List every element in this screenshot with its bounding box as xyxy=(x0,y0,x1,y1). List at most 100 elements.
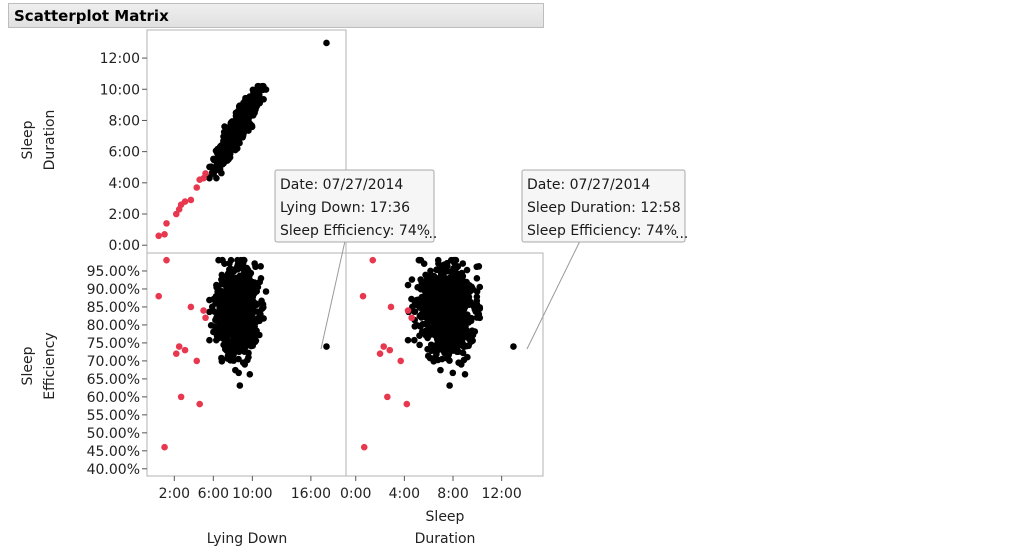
data-point[interactable] xyxy=(232,296,240,304)
data-point[interactable] xyxy=(240,303,248,310)
data-point[interactable] xyxy=(217,159,224,166)
highlighted-point[interactable] xyxy=(397,357,405,365)
data-point[interactable] xyxy=(461,323,469,330)
data-point[interactable] xyxy=(462,333,470,340)
data-point[interactable] xyxy=(404,336,412,344)
outlier-point[interactable] xyxy=(510,343,517,350)
data-point[interactable] xyxy=(445,333,452,341)
data-point[interactable] xyxy=(244,97,251,104)
data-point[interactable] xyxy=(256,317,263,325)
data-point[interactable] xyxy=(232,291,240,298)
data-point[interactable] xyxy=(421,320,429,328)
data-point[interactable] xyxy=(418,328,426,336)
data-point[interactable] xyxy=(254,308,261,315)
data-point[interactable] xyxy=(231,275,238,283)
highlighted-point[interactable] xyxy=(196,400,203,408)
data-point[interactable] xyxy=(459,260,467,267)
data-point[interactable] xyxy=(461,371,469,378)
data-point[interactable] xyxy=(240,256,247,264)
data-point[interactable] xyxy=(434,356,442,364)
data-point[interactable] xyxy=(476,304,484,311)
highlighted-point[interactable] xyxy=(202,170,209,177)
data-point[interactable] xyxy=(224,143,231,150)
data-point[interactable] xyxy=(441,279,449,286)
data-point[interactable] xyxy=(213,299,221,306)
data-point[interactable] xyxy=(256,99,263,107)
data-point[interactable] xyxy=(256,278,263,286)
data-point[interactable] xyxy=(433,311,441,319)
data-point[interactable] xyxy=(237,127,245,135)
data-point[interactable] xyxy=(473,297,481,305)
data-point[interactable] xyxy=(218,354,225,362)
data-point[interactable] xyxy=(429,355,437,362)
highlighted-point[interactable] xyxy=(202,314,209,322)
highlighted-point[interactable] xyxy=(380,343,387,350)
data-point[interactable] xyxy=(434,347,441,354)
data-point[interactable] xyxy=(251,260,258,267)
data-point[interactable] xyxy=(424,275,431,282)
data-point[interactable] xyxy=(425,299,433,306)
data-point[interactable] xyxy=(241,108,248,116)
data-point[interactable] xyxy=(452,311,460,318)
data-point[interactable] xyxy=(225,266,233,273)
data-point[interactable] xyxy=(251,288,259,295)
highlighted-point[interactable] xyxy=(376,350,384,358)
points-lying-vs-efficiency[interactable] xyxy=(155,256,330,451)
outlier-point[interactable] xyxy=(323,39,330,47)
data-point[interactable] xyxy=(465,342,472,350)
highlighted-point[interactable] xyxy=(200,307,207,314)
data-point[interactable] xyxy=(210,156,218,164)
data-point[interactable] xyxy=(242,121,249,128)
data-point[interactable] xyxy=(224,355,231,362)
data-point[interactable] xyxy=(236,102,243,110)
data-point[interactable] xyxy=(446,382,453,389)
data-point[interactable] xyxy=(457,361,465,368)
highlighted-point[interactable] xyxy=(403,400,411,408)
data-point[interactable] xyxy=(223,305,230,312)
highlighted-point[interactable] xyxy=(155,292,163,300)
data-point[interactable] xyxy=(243,264,251,272)
data-point[interactable] xyxy=(476,283,484,291)
data-point[interactable] xyxy=(416,341,423,349)
data-point[interactable] xyxy=(411,308,418,315)
data-point[interactable] xyxy=(243,340,251,348)
highlighted-point[interactable] xyxy=(360,443,368,451)
data-point[interactable] xyxy=(245,294,253,301)
data-point[interactable] xyxy=(441,265,449,272)
data-point[interactable] xyxy=(472,308,480,315)
highlighted-point[interactable] xyxy=(163,256,170,264)
highlighted-point[interactable] xyxy=(155,232,163,240)
data-point[interactable] xyxy=(219,256,226,264)
data-point[interactable] xyxy=(438,327,445,335)
data-point[interactable] xyxy=(461,292,468,300)
data-point[interactable] xyxy=(256,331,263,339)
data-point[interactable] xyxy=(429,305,436,312)
data-point[interactable] xyxy=(473,263,481,271)
data-point[interactable] xyxy=(229,327,236,335)
data-point[interactable] xyxy=(463,266,471,274)
data-point[interactable] xyxy=(439,301,446,309)
data-point[interactable] xyxy=(217,329,225,336)
highlighted-point[interactable] xyxy=(175,343,183,350)
data-point[interactable] xyxy=(443,354,451,362)
data-point[interactable] xyxy=(229,132,236,139)
data-point[interactable] xyxy=(452,340,460,348)
data-point[interactable] xyxy=(221,314,229,321)
data-point[interactable] xyxy=(211,166,218,174)
data-point[interactable] xyxy=(465,284,472,292)
data-point[interactable] xyxy=(220,293,228,301)
data-point[interactable] xyxy=(444,301,451,308)
data-point[interactable] xyxy=(257,263,264,270)
data-point[interactable] xyxy=(235,320,243,327)
data-point[interactable] xyxy=(226,260,233,267)
data-point[interactable] xyxy=(455,348,462,355)
data-point[interactable] xyxy=(420,304,428,312)
tooltip-more-ellipsis[interactable]: ... xyxy=(675,226,688,242)
data-point[interactable] xyxy=(220,299,227,306)
highlighted-point[interactable] xyxy=(177,393,185,401)
tooltip-more-ellipsis[interactable]: ... xyxy=(424,226,437,242)
data-point[interactable] xyxy=(243,113,251,121)
data-point[interactable] xyxy=(218,280,226,288)
data-point[interactable] xyxy=(230,347,238,355)
data-point[interactable] xyxy=(469,331,477,339)
